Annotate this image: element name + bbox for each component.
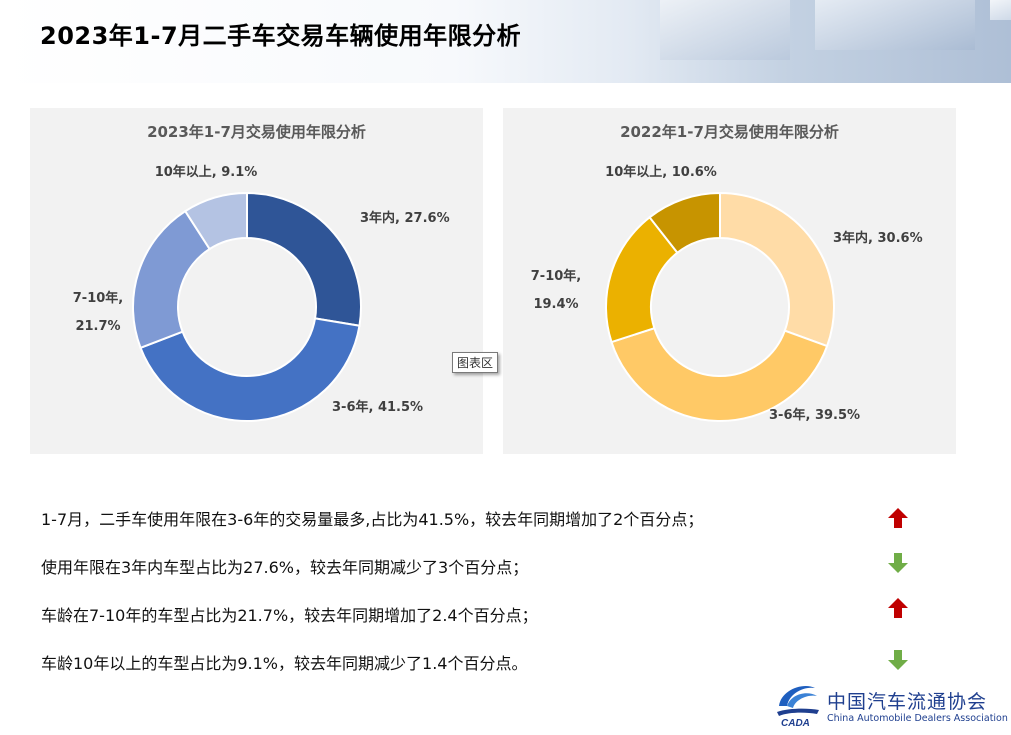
decorative-cube [990,0,1011,20]
donut-slice-4[interactable] [648,191,721,255]
donut-slice-1[interactable] [719,191,835,348]
green-down-arrow-icon [888,650,908,670]
donut-chart-2022: 2022年1-7月交易使用年限分析 3年内, 30.6% 3-6年, 39.5% 7… [531,123,923,423]
cada-logo: CADA 中国汽车流通协会 China Automobile Dealers A… [773,680,1009,732]
data-label-3: 7-10年, 21.7% [73,290,123,334]
decorative-cube [815,0,975,50]
donut-slice-2[interactable] [610,326,829,422]
data-label-4: 10年以上, 10.6% [605,164,717,180]
note-line: 车龄在7-10年的车型占比为21.7%，较去年同期增加了2.4个百分点； [41,606,538,625]
chart-panel-2023[interactable]: 2023年1-7月交易使用年限分析 3年内, 27.6% 3-6年, 41.5% 7… [30,108,483,454]
data-label-2: 3-6年, 41.5% [332,399,423,415]
note-line: 使用年限在3年内车型占比为27.6%，较去年同期减少了3个百分点； [41,558,529,577]
donut-chart-2023: 2023年1-7月交易使用年限分析 3年内, 27.6% 3-6年, 41.5% 7… [73,123,450,422]
donut-slice-2[interactable] [139,317,361,422]
logo-name-en: China Automobile Dealers Association [827,713,1008,724]
page-title: 2023年1-7月二手车交易车辆使用年限分析 [40,22,522,50]
data-label-1: 3年内, 27.6% [360,210,450,226]
red-up-arrow-icon [888,598,908,618]
data-label-1: 3年内, 30.6% [833,230,923,246]
donut-slice-1[interactable] [246,191,362,327]
chart-title: 2022年1-7月交易使用年限分析 [620,123,839,141]
data-label-3: 7-10年, 19.4% [531,268,581,312]
note-line: 车龄10年以上的车型占比为9.1%，较去年同期减少了1.4个百分点。 [41,654,528,673]
data-label-4: 10年以上, 9.1% [155,164,258,180]
donut-slice-4[interactable] [183,191,248,251]
green-down-arrow-icon [888,553,908,573]
header-banner: 2023年1-7月二手车交易车辆使用年限分析 [0,0,1011,83]
logo-mark-text: CADA [781,718,810,728]
cada-emblem-icon: CADA [777,686,819,729]
red-up-arrow-icon [888,508,908,528]
logo-name-cn: 中国汽车流通协会 [827,691,988,713]
decorative-cube [660,0,790,60]
chart-panel-2022[interactable]: 2022年1-7月交易使用年限分析 3年内, 30.6% 3-6年, 39.5% 7… [503,108,956,454]
chart-area-tooltip: 图表区 [452,352,499,373]
chart-title: 2023年1-7月交易使用年限分析 [147,123,366,141]
data-label-2: 3-6年, 39.5% [769,407,860,423]
note-line: 1-7月，二手车使用年限在3-6年的交易量最多,占比为41.5%，较去年同期增加… [41,510,704,529]
